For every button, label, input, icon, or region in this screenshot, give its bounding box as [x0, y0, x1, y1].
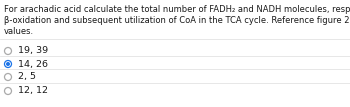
Ellipse shape — [6, 62, 10, 66]
Text: 19, 39: 19, 39 — [18, 47, 48, 56]
Text: values.: values. — [4, 27, 34, 36]
Text: 14, 26: 14, 26 — [18, 59, 48, 68]
Text: 2, 5: 2, 5 — [18, 73, 36, 82]
Text: For arachadic acid calculate the total number of FADH₂ and NADH molecules, respe: For arachadic acid calculate the total n… — [4, 5, 350, 14]
Text: 12, 12: 12, 12 — [18, 86, 48, 96]
Text: β-oxidation and subsequent utilization of CoA in the TCA cycle. Reference figure: β-oxidation and subsequent utilization o… — [4, 16, 350, 25]
